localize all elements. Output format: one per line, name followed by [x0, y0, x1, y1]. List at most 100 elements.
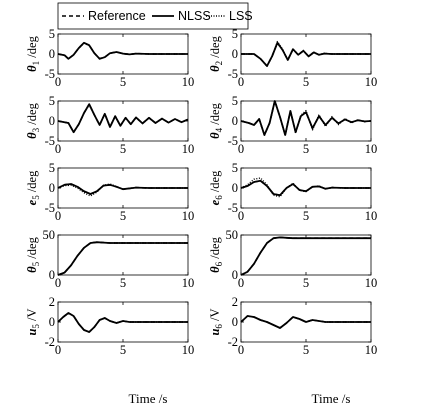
y-axis-label-symbol: θ: [208, 65, 222, 72]
y-axis-label: u6 /V: [208, 308, 224, 335]
x-tick-label: 10: [365, 142, 378, 156]
y-tick-label: -5: [228, 201, 238, 215]
y-axis-label: e5 /deg: [25, 170, 41, 205]
x-tick-label: 5: [303, 343, 309, 357]
series-line-lss: [240, 100, 372, 137]
y-axis-label: u5 /V: [25, 308, 41, 335]
y-axis-label-subscript: 6: [214, 261, 224, 266]
y-axis-label: θ6 /deg: [208, 236, 224, 272]
x-tick-label: 0: [238, 209, 244, 223]
y-axis-label: θ2 /deg: [208, 35, 224, 71]
y-axis-label: e6 /deg: [208, 170, 224, 205]
y-axis-label: θ3 /deg: [25, 102, 41, 138]
x-tick-label: 0: [55, 209, 61, 223]
y-tick-label: 5: [232, 161, 238, 175]
x-tick-label: 5: [303, 75, 309, 89]
y-tick-label: 0: [49, 47, 55, 61]
y-axis-label-subscript: 6: [214, 195, 224, 200]
y-tick-label: -2: [45, 335, 55, 349]
series-line-reference: [240, 100, 372, 136]
y-axis-label-symbol: e: [25, 199, 39, 205]
series-line-nlss: [57, 241, 188, 276]
y-tick-label: 0: [49, 315, 55, 329]
x-tick-label: 10: [182, 276, 195, 290]
series-line-nlss: [57, 41, 188, 60]
y-axis-label-subscript: 1: [31, 61, 41, 66]
series-line-nlss: [240, 100, 372, 136]
y-axis-label: θ4 /deg: [208, 102, 224, 138]
y-tick-label: -5: [228, 134, 238, 148]
x-tick-label: 5: [303, 276, 309, 290]
x-tick-label: 0: [238, 276, 244, 290]
x-tick-label: 10: [182, 209, 195, 223]
x-tick-label: 0: [238, 343, 244, 357]
y-tick-label: 0: [232, 268, 238, 282]
x-tick-label: 0: [238, 142, 244, 156]
series-line-reference: [57, 241, 188, 276]
y-axis-label-subscript: 3: [31, 127, 41, 132]
y-tick-label: 5: [49, 27, 55, 41]
y-tick-label: -2: [228, 335, 238, 349]
y-axis-label-unit: /V: [208, 308, 222, 324]
x-tick-label: 5: [120, 142, 126, 156]
y-axis-label-subscript: 2: [214, 61, 224, 66]
x-tick-label: 5: [120, 75, 126, 89]
series-line-nlss: [57, 103, 189, 134]
x-tick-label: 5: [120, 209, 126, 223]
series-line-nlss: [240, 315, 371, 329]
series-line-nlss: [241, 41, 371, 67]
y-axis-label-subscript: 5: [31, 261, 41, 266]
subplot-θ6: 50 00 5 10 θ6 /deg: [208, 228, 377, 290]
x-tick-label: 10: [182, 343, 195, 357]
series-line-lss: [57, 241, 188, 276]
y-axis-label: θ5 /deg: [25, 236, 41, 272]
y-tick-label: 0: [49, 114, 55, 128]
x-tick-label: 10: [365, 75, 378, 89]
series-line-nlss: [240, 236, 371, 276]
y-axis-label-unit: /deg: [25, 170, 39, 195]
series-line-nlss: [57, 312, 188, 333]
y-axis-label-symbol: θ: [208, 132, 222, 139]
y-axis-label-unit: /deg: [208, 35, 222, 60]
y-tick-label: 0: [49, 268, 55, 282]
x-tick-label: 10: [365, 343, 378, 357]
y-axis-label-unit: /V: [25, 308, 39, 324]
x-tick-label: 0: [238, 75, 244, 89]
legend: Reference NLSS LSS: [57, 2, 253, 30]
y-axis-label-unit: /deg: [208, 236, 222, 261]
y-axis-label-symbol: e: [208, 199, 222, 205]
x-tick-label: 0: [55, 75, 61, 89]
y-tick-label: 5: [49, 94, 55, 108]
series-line-lss: [240, 177, 371, 198]
y-axis-label-subscript: 5: [31, 324, 41, 329]
x-tick-label: 10: [182, 75, 195, 89]
y-tick-label: 0: [232, 181, 238, 195]
y-axis-label-unit: /deg: [25, 35, 39, 60]
y-tick-label: 5: [232, 27, 238, 41]
y-axis-label: θ1 /deg: [25, 35, 41, 71]
y-tick-label: 2: [49, 295, 55, 309]
x-tick-label: 0: [55, 343, 61, 357]
x-tick-label: 10: [365, 209, 378, 223]
series-line-reference: [240, 236, 371, 276]
y-tick-label: -5: [45, 134, 55, 148]
y-tick-label: 0: [232, 47, 238, 61]
y-tick-label: -5: [228, 67, 238, 81]
legend-label-nlss: NLSS: [178, 9, 211, 23]
x-axis-label-left: Time /s: [129, 391, 168, 406]
y-tick-label: 50: [43, 228, 56, 242]
x-tick-label: 5: [303, 142, 309, 156]
y-axis-label-unit: /deg: [25, 102, 39, 127]
y-tick-label: 0: [49, 181, 55, 195]
y-tick-label: 5: [49, 161, 55, 175]
y-axis-label-symbol: θ: [25, 266, 39, 273]
